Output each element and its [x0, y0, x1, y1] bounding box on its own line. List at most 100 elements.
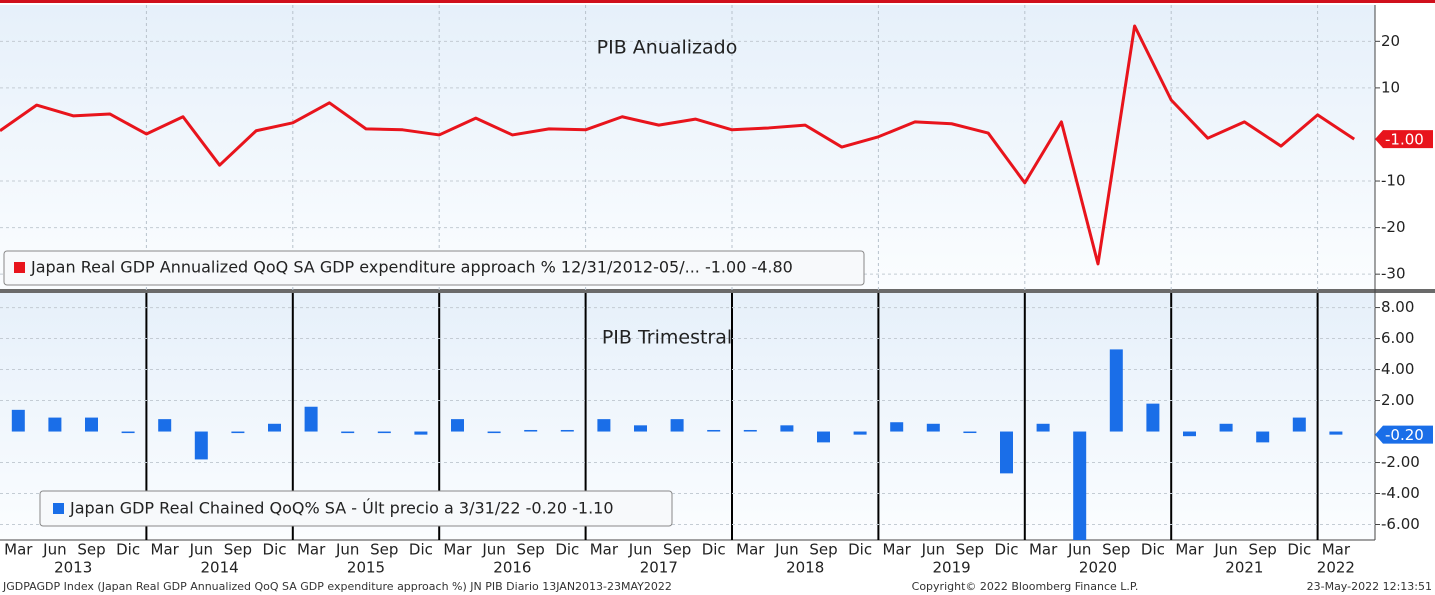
y-tick-label: -20 [1381, 218, 1406, 236]
y-tick-label: 4.00 [1381, 360, 1414, 378]
x-group-label: 2014 [201, 559, 239, 577]
x-tick-label: Dic [702, 541, 726, 559]
bar [524, 429, 538, 432]
bar [1073, 431, 1087, 540]
bar [231, 431, 245, 434]
bar [1292, 417, 1306, 432]
bar [597, 419, 611, 432]
x-tick-label: Dic [116, 541, 140, 559]
y-tick-label: 10 [1381, 78, 1400, 96]
x-tick-label: Mar [4, 541, 33, 559]
y-tick-label: -6.00 [1381, 515, 1420, 533]
line [0, 24, 1356, 266]
bar [670, 419, 684, 432]
x-group-label: 2013 [54, 559, 92, 577]
legend-label: Japan GDP Real Chained QoQ% SA - Últ pre… [69, 499, 614, 518]
bar [1109, 349, 1123, 432]
bar [560, 429, 574, 432]
y-tick-label: -10 [1381, 172, 1406, 190]
bar [1329, 431, 1343, 435]
x-tick-label: Mar [151, 541, 180, 559]
x-tick-label: Sep [1249, 541, 1277, 559]
bar [414, 431, 428, 435]
bar [853, 431, 867, 435]
x-tick-label: Dic [409, 541, 433, 559]
x-tick-label: Dic [848, 541, 872, 559]
last-value-label: -0.20 [1385, 426, 1424, 444]
chart-title: PIB Anualizado [597, 37, 738, 59]
x-tick-label: Mar [297, 541, 326, 559]
legend [39, 490, 673, 527]
legend-swatch [14, 262, 25, 273]
bar [780, 425, 794, 432]
bar [1000, 431, 1013, 474]
x-tick-label: Dic [263, 541, 287, 559]
last-value-label: -1.00 [1385, 131, 1424, 149]
x-group-label: 2022 [1317, 559, 1355, 577]
x-tick-label: Mar [443, 541, 472, 559]
footer-left: JGDPAGDP Index (Japan Real GDP Annualize… [2, 580, 672, 593]
y-tick-label: -4.00 [1381, 484, 1420, 502]
bar [268, 423, 281, 432]
panel-separator [0, 289, 1435, 293]
x-tick-label: Jun [921, 541, 945, 559]
y-tick-label: 2.00 [1381, 391, 1414, 409]
x-tick-label: Mar [1029, 541, 1058, 559]
x-group-label: 2015 [347, 559, 385, 577]
x-tick-label: Sep [77, 541, 105, 559]
x-tick-label: Dic [1141, 541, 1165, 559]
legend [3, 250, 865, 286]
footer-center: Copyright© 2022 Bloomberg Finance L.P. [912, 580, 1139, 593]
x-group-label: 2020 [1079, 559, 1117, 577]
x-group-label: 2016 [493, 559, 531, 577]
bar [890, 422, 904, 432]
bar [1256, 431, 1270, 443]
x-group-label: 2019 [933, 559, 971, 577]
x-tick-label: Sep [370, 541, 398, 559]
y-tick-label: -2.00 [1381, 453, 1420, 471]
bar [1219, 423, 1233, 432]
bar [743, 429, 757, 432]
footer-right: 23-May-2022 12:13:51 [1307, 580, 1432, 593]
legend-swatch [53, 503, 64, 514]
bar [1036, 423, 1050, 432]
x-tick-label: Dic [995, 541, 1019, 559]
x-tick-label: Jun [189, 541, 213, 559]
panel-top [0, 5, 1375, 290]
x-tick-label: Jun [1213, 541, 1237, 559]
x-tick-label: Sep [1102, 541, 1130, 559]
x-tick-label: Mar [1175, 541, 1204, 559]
x-tick-label: Sep [224, 541, 252, 559]
bar [634, 425, 647, 432]
bar [48, 417, 62, 432]
bar [377, 431, 391, 434]
x-tick-label: Mar [736, 541, 765, 559]
x-tick-label: Sep [809, 541, 837, 559]
chart-title: PIB Trimestral [602, 327, 732, 349]
last-value-tag [1375, 425, 1433, 444]
x-group-label: 2017 [640, 559, 678, 577]
x-tick-label: Jun [42, 541, 66, 559]
y-tick-label: 8.00 [1381, 298, 1414, 316]
bar [158, 419, 172, 432]
bar [194, 431, 208, 460]
bar [487, 431, 501, 434]
x-tick-label: Dic [1287, 541, 1311, 559]
x-tick-label: Jun [1067, 541, 1091, 559]
x-group-label: 2021 [1225, 559, 1263, 577]
top-border [0, 0, 1435, 3]
x-tick-label: Jun [774, 541, 798, 559]
x-tick-label: Jun [481, 541, 505, 559]
x-tick-label: Mar [1322, 541, 1351, 559]
bar [817, 431, 830, 443]
bar [1146, 403, 1160, 432]
bar [11, 409, 25, 432]
x-tick-label: Mar [590, 541, 619, 559]
bar [963, 431, 977, 434]
bar [341, 431, 355, 434]
bar [451, 419, 464, 432]
bar [85, 417, 98, 432]
y-tick-label: 6.00 [1381, 329, 1414, 347]
bar [121, 431, 135, 434]
